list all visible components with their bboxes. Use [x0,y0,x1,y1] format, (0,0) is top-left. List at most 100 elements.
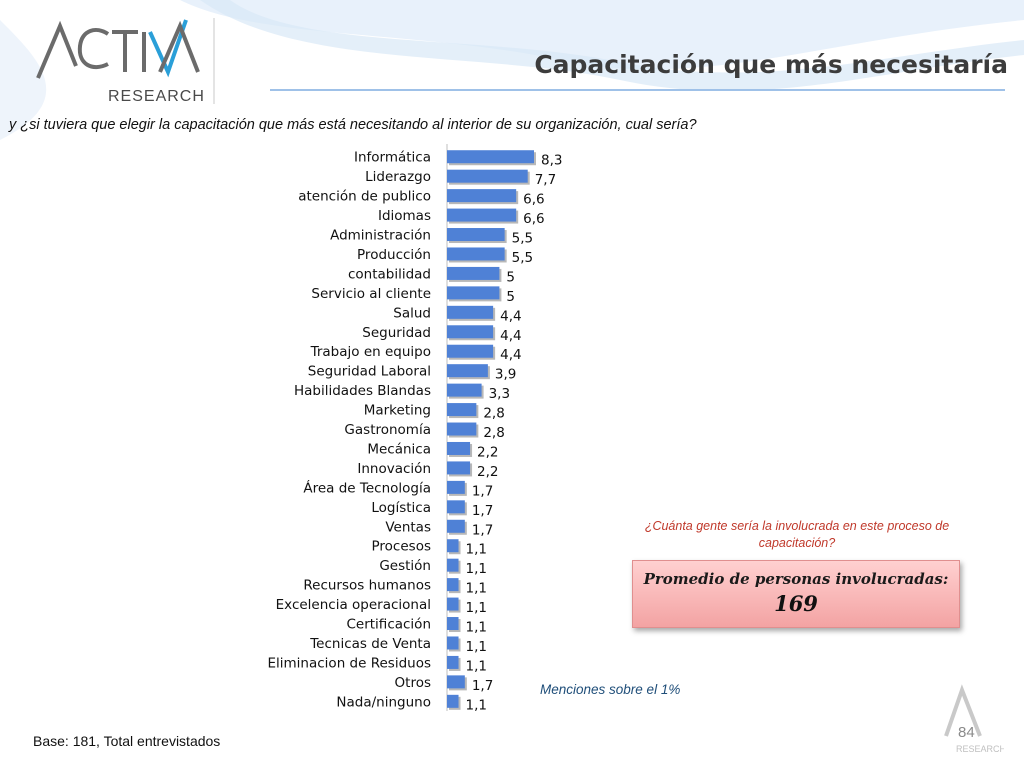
data-label: 8,3 [541,153,562,169]
data-label: 3,9 [495,367,516,383]
category-label: Liderazgo [365,169,431,185]
category-label: Otros [395,675,431,691]
data-label: 5 [506,289,515,305]
bar [447,617,459,631]
category-label: Eliminacion de Residuos [268,655,432,671]
category-label: Área de Tecnología [303,479,431,496]
average-label: Promedio de personas involucradas: [643,570,949,588]
data-label: 1,7 [472,678,493,694]
bar [447,403,477,417]
bar [447,422,477,436]
category-label: Recursos humanos [303,578,431,594]
data-label: 1,7 [472,522,493,538]
category-label: Innovación [357,461,431,477]
bar [447,189,517,203]
category-label: Gastronomía [344,422,431,438]
page-title: Capacitación que más necesitaría [534,50,1008,79]
sub-question: ¿Cuánta gente sería la involucrada en es… [644,519,950,550]
bar [447,694,459,708]
data-label: 1,1 [466,697,487,713]
category-label: Producción [357,247,431,263]
bar [447,578,459,592]
bar-chart: Informática 8,3 Liderazgo 7,7 atención de pu… [268,144,562,713]
data-label: 6,6 [523,192,544,208]
base-footnote: Base: 181, Total entrevistados [33,733,221,749]
category-label: Habilidades Blandas [294,383,431,399]
data-label: 1,1 [466,600,487,616]
category-label: Mecánica [367,441,431,457]
data-label: 4,4 [500,347,521,363]
data-label: 1,1 [466,542,487,558]
category-label: Gestión [379,558,431,574]
data-label: 1,1 [466,639,487,655]
bar [447,305,494,319]
bar [447,636,459,650]
data-label: 1,1 [466,561,487,577]
data-label: 1,1 [466,620,487,636]
bar [447,344,494,358]
data-label: 1,1 [466,581,487,597]
bar [447,383,482,397]
average-box: Promedio de personas involucradas: 169 [632,560,960,628]
data-label: 1,1 [466,658,487,674]
bar [447,655,459,669]
page-number: 84 [958,724,975,741]
data-label: 2,8 [483,425,504,441]
category-label: Certificación [346,617,431,633]
category-label: Marketing [364,403,431,419]
activa-research-logo: RESEARCH [30,16,230,106]
category-label: Procesos [372,539,431,555]
bar [447,539,459,553]
bar [447,480,465,494]
category-label: Salud [393,305,431,321]
data-label: 3,3 [489,386,510,402]
bar [447,597,459,611]
category-label: Seguridad [362,325,431,341]
data-label: 5,5 [512,250,533,266]
data-label: 5 [506,269,515,285]
data-label: 5,5 [512,231,533,247]
data-label: 2,2 [477,464,498,480]
bar [447,247,505,261]
data-label: 6,6 [523,211,544,227]
category-label: Nada/ninguno [336,694,431,710]
bar [447,150,534,164]
data-label: 1,7 [472,503,493,519]
logo-text: RESEARCH [108,88,205,105]
category-label: contabilidad [348,266,431,282]
category-label: Seguridad Laboral [308,364,431,380]
bar [447,441,471,455]
category-label: Idiomas [378,208,431,224]
bar [447,228,505,242]
bar [447,266,500,280]
mentions-note: Menciones sobre el 1% [540,682,681,697]
bar [447,208,517,222]
category-label: Servicio al cliente [311,286,431,302]
category-label: Informática [354,150,431,166]
bar [447,169,528,183]
category-label: Logística [371,500,431,516]
bar [447,675,465,689]
bar [447,364,488,378]
survey-question: y ¿si tuviera que elegir la capacitación… [9,117,697,133]
category-label: Trabajo en equipo [310,344,431,360]
corner-logo-icon: RESEARCH [944,684,1004,754]
data-label: 1,7 [472,483,493,499]
data-label: 2,2 [477,444,498,460]
category-label: Ventas [385,519,431,535]
category-label: Tecnicas de Venta [309,636,431,652]
category-label: Administración [330,228,431,244]
bar [447,558,459,572]
data-label: 4,4 [500,328,521,344]
average-value: 169 [774,591,818,616]
category-label: atención de publico [298,189,431,205]
category-label: Excelencia operacional [276,597,431,613]
bar [447,286,500,300]
bar [447,325,494,339]
data-label: 2,8 [483,406,504,422]
data-label: 4,4 [500,308,521,324]
bar [447,519,465,533]
data-label: 7,7 [535,172,556,188]
bar [447,500,465,514]
